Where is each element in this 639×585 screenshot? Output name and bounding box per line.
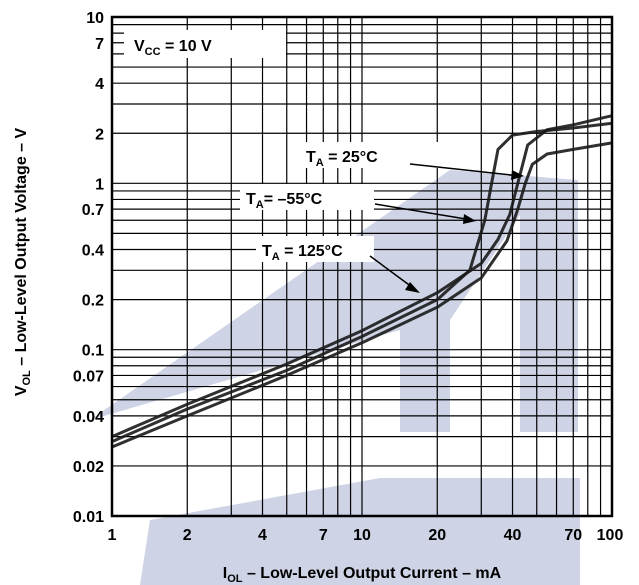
y-tick-label: 1 <box>95 176 104 193</box>
y-axis-title: VOL – Low-Level Output Voltage – V <box>13 128 33 397</box>
y-tick-label: 0.2 <box>82 293 104 310</box>
series-label-m55c: TA= –55°C <box>246 191 323 211</box>
x-tick-label: 100 <box>597 527 624 544</box>
series-line <box>111 141 613 449</box>
x-axis-title: IOL – Low-Level Output Current – mA <box>223 565 502 585</box>
watermark-shape-lower <box>140 478 580 585</box>
x-tick-label: 10 <box>353 527 371 544</box>
series-label-25c: TA = 25°C <box>306 149 378 169</box>
x-tick-label: 40 <box>504 527 522 544</box>
plot-border <box>110 15 614 518</box>
series-label-box-125c <box>256 236 374 262</box>
series-pointer-m55c <box>374 203 473 221</box>
x-tick-labels: 1 2 4 7 10 20 40 70 100 <box>108 527 624 544</box>
y-tick-label: 2 <box>95 126 104 143</box>
series-pointer-125c <box>369 255 417 291</box>
grid <box>112 17 612 516</box>
plot-frame <box>110 15 614 518</box>
x-tick-label: 70 <box>564 527 582 544</box>
y-tick-label: 0.1 <box>82 343 104 360</box>
condition-label-box <box>124 30 286 58</box>
y-tick-label: 0.07 <box>73 368 104 385</box>
x-tick-label: 4 <box>258 527 267 544</box>
y-tick-label: 0.02 <box>73 459 104 476</box>
y-tick-label: 0.4 <box>82 243 104 260</box>
series-arrowhead-125c <box>405 282 420 293</box>
y-tick-label: 0.04 <box>73 409 104 426</box>
series-line <box>111 114 613 438</box>
x-tick-label: 2 <box>183 527 192 544</box>
x-tick-label: 7 <box>319 527 328 544</box>
series-annotations: TA = 25°C TA= –55°C TA = 125°C <box>240 142 524 293</box>
x-tick-label: 1 <box>108 527 117 544</box>
y-tick-labels: 0.01 0.02 0.04 0.07 0.1 0.2 0.4 0.7 1 2 4 7 10 <box>73 10 104 526</box>
series-label-125c: TA = 125°C <box>262 243 343 263</box>
series-label-box-m55c <box>240 184 374 210</box>
series-lines <box>111 114 613 449</box>
x-tick-label: 20 <box>428 527 446 544</box>
y-tick-label: 10 <box>86 10 104 27</box>
series-pointer-25c <box>409 163 521 177</box>
y-tick-label: 4 <box>95 76 104 93</box>
condition-label: VCC = 10 V <box>134 38 212 58</box>
series-label-box-25c <box>300 142 438 168</box>
series-arrowhead-m55c <box>463 214 476 224</box>
y-tick-label: 0.7 <box>82 202 104 219</box>
series-arrowhead-25c <box>511 170 524 180</box>
y-tick-label: 7 <box>95 36 104 53</box>
y-tick-label: 0.01 <box>73 509 104 526</box>
watermark-logo <box>90 170 580 585</box>
series-line <box>111 121 613 443</box>
watermark-shape-upper <box>90 170 578 432</box>
